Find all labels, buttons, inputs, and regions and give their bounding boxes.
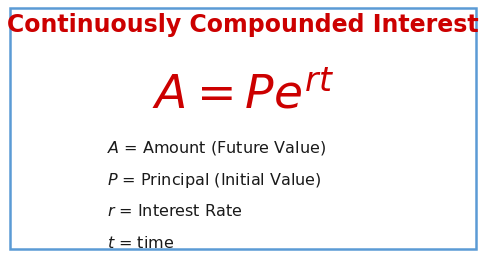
Text: $P$ = Principal (Initial Value): $P$ = Principal (Initial Value) — [107, 171, 321, 190]
Text: $r$ = Interest Rate: $r$ = Interest Rate — [107, 203, 243, 219]
Text: $t$ = time: $t$ = time — [107, 235, 174, 251]
FancyBboxPatch shape — [10, 8, 476, 249]
Text: $A$ = Amount (Future Value): $A$ = Amount (Future Value) — [107, 139, 326, 157]
Text: $\mathit{A} = \mathit{P}e^{\mathit{rt}}$: $\mathit{A} = \mathit{P}e^{\mathit{rt}}$ — [152, 72, 334, 118]
Text: Continuously Compounded Interest: Continuously Compounded Interest — [7, 13, 479, 37]
